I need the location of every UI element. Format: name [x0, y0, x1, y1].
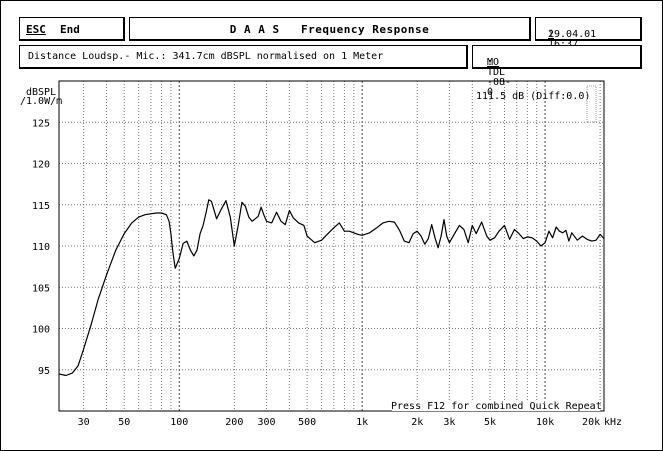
y-tick-label: 105 — [32, 283, 50, 294]
x-tick-label: 3k — [443, 417, 455, 428]
x-tick-label: 20k — [582, 417, 600, 428]
end-label[interactable]: End — [60, 23, 80, 36]
scroll-indicator-icon — [586, 85, 597, 123]
footer-note: Press F12 for combined Quick Repeat — [391, 401, 602, 412]
mo-prefix[interactable]: MO — [487, 57, 500, 68]
x-tick-label: 10k — [536, 417, 554, 428]
x-tick-label: 50 — [118, 417, 130, 428]
x-tick-label: 200 — [225, 417, 243, 428]
chart-grid — [59, 81, 604, 411]
x-tick-label: 2k — [411, 417, 423, 428]
info-icon[interactable]: i — [548, 29, 555, 40]
esc-end-button[interactable]: ESC End — [19, 17, 125, 41]
x-unit-label: kHz — [604, 417, 622, 428]
datetime-text: 29.04.01 16:37 — [548, 29, 597, 50]
y-tick-label: 95 — [38, 366, 50, 377]
y-tick-label: 120 — [32, 160, 50, 171]
y-tick-label: 115 — [32, 201, 50, 212]
level-annotation: 111.5 dB (Diff:0.0) — [476, 91, 590, 102]
y-tick-labels: 95 100 105 110 115 120 125 — [32, 118, 50, 377]
x-tick-label: 500 — [298, 417, 316, 428]
measurement-info: Distance Loudsp.- Mic.: 341.7cm dBSPL no… — [19, 45, 468, 69]
x-tick-label: 30 — [78, 417, 90, 428]
title-bar: D A A S Frequency Response — [129, 17, 531, 41]
response-curve — [58, 199, 605, 377]
mo-field[interactable]: MO: TDL -08-0 — [472, 45, 642, 98]
x-tick-label: 300 — [258, 417, 276, 428]
y-tick-label: 125 — [32, 118, 50, 129]
mo-value: : TDL -08-0 — [487, 57, 512, 98]
x-tick-labels: 30 50 100 200 300 500 1k 2k 3k 5k 10k 20k — [78, 417, 601, 428]
plot-border — [58, 80, 605, 412]
esc-label[interactable]: ESC — [26, 23, 46, 36]
y-tick-label: 110 — [32, 242, 50, 253]
series-line — [58, 199, 605, 377]
page-title: D A A S Frequency Response — [229, 23, 430, 36]
y-axis-label-line2: /1.0W/m — [20, 96, 62, 107]
measurement-info-text: Distance Loudsp.- Mic.: 341.7cm dBSPL no… — [28, 51, 384, 62]
x-tick-label: 100 — [170, 417, 188, 428]
footer-note-bg — [392, 400, 600, 411]
x-tick-label: 1k — [356, 417, 368, 428]
y-tick-label: 100 — [32, 325, 50, 336]
datetime-box[interactable]: i 29.04.01 16:37 — [535, 17, 642, 50]
y-axis-label-line1: dBSPL — [26, 87, 56, 98]
x-tick-label: 5k — [484, 417, 496, 428]
